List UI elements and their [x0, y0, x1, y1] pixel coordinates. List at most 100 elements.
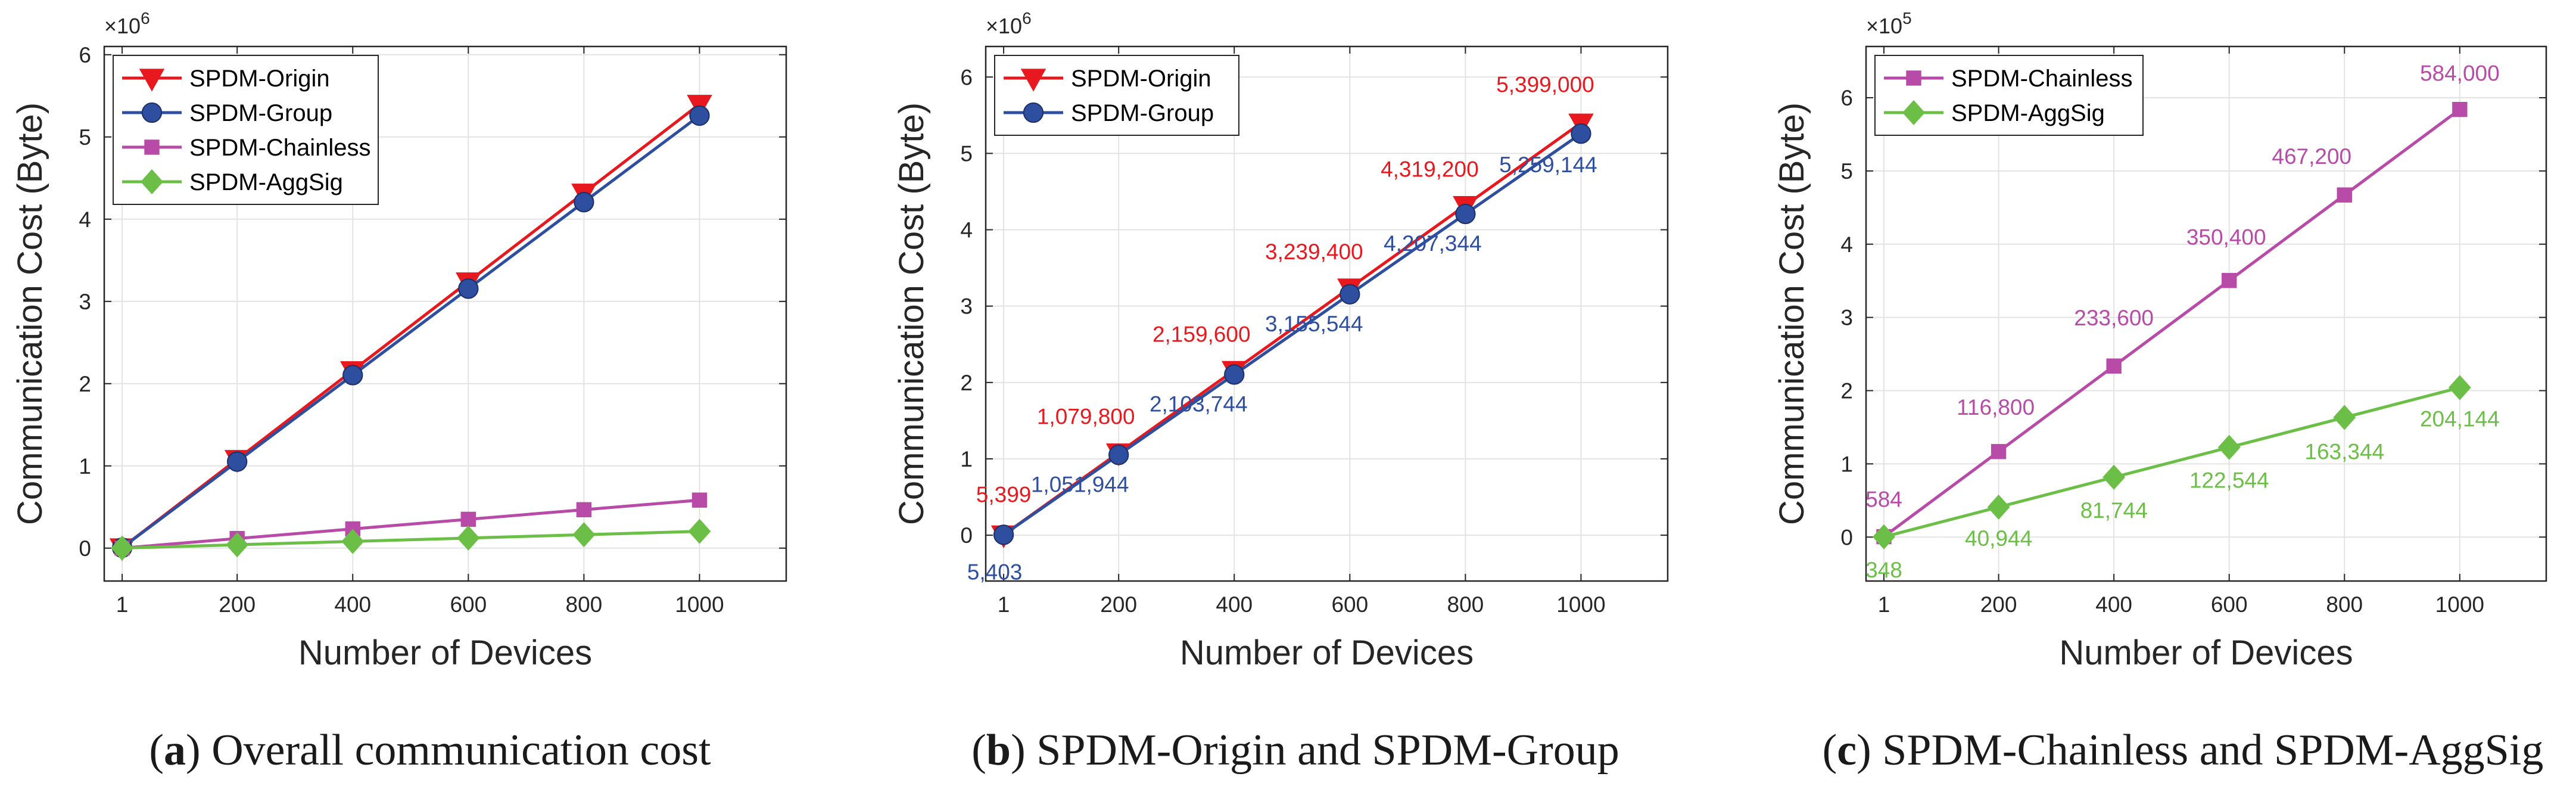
- chart-a-xtick-label-200: 200: [219, 592, 256, 617]
- caption-a: (a) Overall communication cost: [149, 726, 711, 775]
- chart-c-ytick-label-1: 1: [1840, 452, 1853, 476]
- chart-c-legend-box: [1874, 55, 2144, 136]
- chart-c-series-spdm-chainless-point-800: [2337, 187, 2352, 203]
- chart-a-legend-entry-spdm-origin: SPDM-Origin: [122, 66, 330, 92]
- chart-b-x-axis-title: Number of Devices: [1180, 633, 1474, 672]
- chart-a-legend-entry-spdm-chainless-marker: [144, 139, 160, 155]
- chart-c-legend-entry-spdm-aggsig-marker: [1902, 100, 1925, 126]
- caption-b: (b) SPDM-Origin and SPDM-Group: [971, 726, 1619, 775]
- chart-a-legend-entry-spdm-group-marker: [141, 102, 163, 123]
- chart-b-series-spdm-group-data-label-600: 3,155,544: [1265, 312, 1363, 336]
- chart-a-series-spdm-aggsig-point-1: [111, 535, 134, 561]
- chart-c-exponent-base: ×10: [1866, 14, 1902, 38]
- caption-b-letter: b: [986, 726, 1011, 775]
- chart-b-series-spdm-group-line: [1002, 132, 1582, 536]
- chart-a-xtick-label-600: 600: [450, 592, 487, 617]
- chart-b-legend-entry-spdm-origin-marker: [1020, 69, 1046, 92]
- caption-a-text: Overall communication cost: [211, 726, 711, 775]
- chart-a-series-spdm-aggsig-point-200: [226, 532, 249, 558]
- chart-a-xtick-label-800: 800: [566, 592, 603, 617]
- chart-a-exponent-power: 6: [141, 9, 150, 27]
- chart-c-series-spdm-chainless-point-400: [2106, 358, 2122, 374]
- chart-b-legend-entry-spdm-group: SPDM-Group: [1004, 100, 1214, 126]
- chart-a-exponent-base: ×10: [104, 14, 141, 38]
- chart-b-xtick-label-1000: 1000: [1556, 592, 1605, 617]
- chart-b-exponent-power: 6: [1022, 9, 1032, 27]
- chart-b-xtick-label-200: 200: [1100, 592, 1137, 617]
- chart-b-series-spdm-group-data-label-1: 5,403: [967, 560, 1023, 584]
- chart-a-legend-entry-spdm-aggsig-marker: [141, 169, 163, 195]
- chart-b-exponent-base: ×10: [986, 14, 1022, 38]
- chart-c-series-spdm-chainless: 584 116,800 233,600 350,400 467,200 584,000: [1865, 61, 2500, 545]
- chart-c-series-spdm-aggsig-data-label-400: 81,744: [2080, 498, 2148, 523]
- chart-a-legend-entry-spdm-chainless-label: SPDM-Chainless: [189, 135, 371, 161]
- chart-a-series-spdm-chainless-point-800: [576, 502, 592, 518]
- caption-b-text: SPDM-Origin and SPDM-Group: [1036, 726, 1619, 775]
- chart-a-ytick-label-0: 0: [79, 536, 91, 561]
- chart-a-series-spdm-chainless-point-1000: [691, 492, 708, 508]
- chart-c-legend: SPDM-Chainless SPDM-AggSig: [1874, 55, 2144, 136]
- chart-a-series-spdm-aggsig-point-1000: [688, 518, 711, 544]
- chart-a-legend: SPDM-Origin SPDM-Group SPDM-Chainless SPDM-…: [113, 55, 379, 205]
- chart-b-series-spdm-origin-data-label-1: 5,399: [976, 482, 1032, 507]
- chart-c-ytick-label-5: 5: [1840, 159, 1853, 184]
- chart-b-legend-entry-spdm-origin-label: SPDM-Origin: [1071, 66, 1211, 92]
- chart-b-series-spdm-group-point-1: [993, 524, 1014, 545]
- chart-a-series-spdm-aggsig-point-600: [457, 525, 480, 551]
- chart-c-series-spdm-aggsig-data-label-600: 122,544: [2189, 468, 2269, 493]
- chart-b-legend-entry-spdm-group-marker: [1023, 102, 1044, 123]
- chart-b-xtick-label-1: 1: [998, 592, 1010, 617]
- chart-c-series-spdm-chainless-data-label-800: 467,200: [2272, 144, 2351, 169]
- chart-c-series-spdm-chainless-data-label-1000: 584,000: [2420, 61, 2500, 86]
- chart-c-y-axis-title: Communication Cost (Byte): [1773, 102, 1811, 525]
- chart-c-exponent-power: 5: [1902, 9, 1912, 27]
- chart-a-xtick-label-1000: 1000: [675, 592, 724, 617]
- chart-a-ytick-label-1: 1: [79, 454, 91, 479]
- chart-b-ytick-label-4: 4: [960, 218, 973, 243]
- chart-b-legend: SPDM-Origin SPDM-Group: [994, 55, 1239, 136]
- chart-c-series-spdm-chainless-data-label-600: 350,400: [2186, 225, 2266, 250]
- chart-c-axes-box: [1865, 45, 2547, 582]
- chart-b-series-spdm-origin-data-label-400: 2,159,600: [1152, 322, 1251, 346]
- chart-b-series-spdm-origin-data-label-200: 1,079,800: [1037, 405, 1135, 429]
- chart-c-series-spdm-aggsig-point-600: [2217, 434, 2241, 460]
- caption-c-letter: c: [1837, 726, 1857, 775]
- chart-c-xtick-label-600: 600: [2211, 592, 2248, 617]
- chart-b-series-spdm-origin-data-label-600: 3,239,400: [1265, 240, 1363, 264]
- chart-a-series-spdm-group-point-800: [574, 192, 594, 213]
- chart-b-series-spdm-group-point-200: [1108, 445, 1129, 465]
- chart-c-ytick-label-4: 4: [1840, 232, 1853, 257]
- chart-b-legend-entry-spdm-group-label: SPDM-Group: [1071, 100, 1214, 126]
- chart-a-legend-entry-spdm-origin-label: SPDM-Origin: [189, 66, 330, 92]
- chart-c-series-spdm-aggsig-line: [1883, 386, 2460, 539]
- chart-c-series-spdm-aggsig-data-label-200: 40,944: [1965, 526, 2032, 551]
- chart-a-y-axis-title: Communication Cost (Byte): [11, 102, 49, 525]
- chart-c-ytick-label-2: 2: [1840, 379, 1853, 403]
- chart-b-series-spdm-group-data-label-800: 4,207,344: [1384, 231, 1482, 256]
- chart-c-series-spdm-aggsig: 348 40,944 81,744 122,544 163,344 204,144: [1865, 375, 2500, 582]
- chart-b-series-spdm-group-point-1000: [1571, 123, 1591, 144]
- chart-a-series-spdm-aggsig-line: [122, 530, 700, 550]
- chart-b-series-spdm-group-data-label-400: 2,103,744: [1150, 392, 1248, 417]
- chart-c-series-spdm-aggsig-data-label-1: 348: [1865, 558, 1902, 582]
- chart-a-legend-entry-spdm-origin-marker: [139, 69, 165, 92]
- caption-c-text: SPDM-Chainless and SPDM-AggSig: [1882, 726, 2543, 775]
- chart-b-ytick-label-0: 0: [960, 523, 973, 548]
- chart-b-series-spdm-group-data-label-1000: 5,259,144: [1499, 153, 1597, 177]
- chart-a-series-spdm-chainless-line: [122, 498, 700, 550]
- chart-b-series-spdm-origin-data-label-800: 4,319,200: [1381, 157, 1479, 182]
- chart-b-ytick-label-5: 5: [960, 141, 973, 166]
- chart-b-ytick-label-3: 3: [960, 294, 973, 319]
- chart-c-xtick-label-1000: 1000: [2435, 592, 2484, 617]
- chart-c-series-spdm-chainless-data-label-1: 584: [1865, 487, 1902, 512]
- chart-a-legend-entry-spdm-group-label: SPDM-Group: [189, 100, 332, 126]
- chart-b-series-spdm-group-point-600: [1340, 284, 1360, 305]
- chart-a-legend-entry-spdm-chainless: SPDM-Chainless: [122, 135, 371, 161]
- chart-a-series-spdm-group-point-1000: [689, 105, 710, 126]
- chart-a-ytick-label-6: 6: [79, 43, 91, 67]
- chart-a-legend-entry-spdm-group: SPDM-Group: [122, 100, 332, 126]
- chart-c-legend-entry-spdm-aggsig: SPDM-AggSig: [1884, 100, 2105, 126]
